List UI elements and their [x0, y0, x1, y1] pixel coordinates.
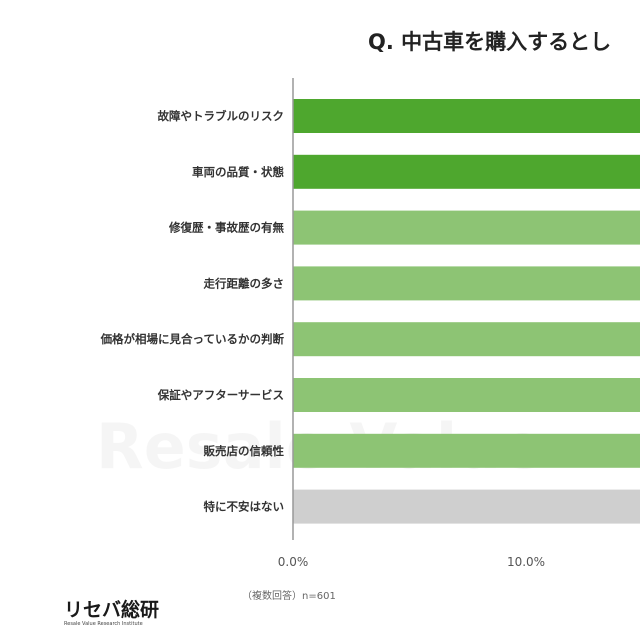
category-label-5: 保証やアフターサービス [157, 388, 284, 402]
category-label-1: 車両の品質・状態 [192, 165, 284, 179]
chart-title: Q. 中古車を購入するとし [368, 30, 612, 54]
bar-1 [293, 154, 640, 189]
bar-7 [293, 489, 640, 524]
category-label-4: 価格が相場に見合っているかの判断 [100, 332, 285, 346]
bar-0 [293, 99, 640, 133]
bar-2 [293, 210, 640, 245]
category-label-0: 故障やトラブルのリスク [158, 109, 285, 123]
bar-3 [293, 266, 640, 301]
bar-6 [293, 433, 640, 468]
logo-subtext: Resale Value Research Institute [64, 621, 143, 627]
bar-5 [293, 378, 640, 412]
category-label-2: 修復歴・事故歴の有無 [168, 221, 284, 235]
category-label-3: 走行距離の多さ [203, 276, 285, 290]
category-label-6: 販売店の信頼性 [204, 444, 285, 458]
bar-4 [293, 322, 640, 357]
logo-text: リセバ総研 [64, 599, 160, 621]
brand-logo: リセバ総研 Resale Value Research Institute [64, 595, 159, 627]
x-tick-label-0: 0.0% [278, 555, 309, 569]
sample-size-note: （複数回答）n=601 [242, 591, 336, 602]
category-label-7: 特に不安はない [204, 500, 285, 514]
x-tick-label-1: 10.0% [507, 555, 545, 569]
